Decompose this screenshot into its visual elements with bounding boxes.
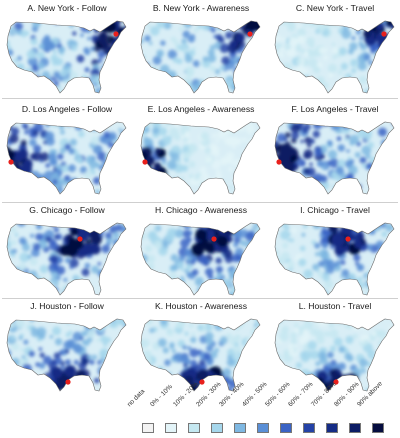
- legend-swatch: [303, 423, 315, 433]
- map-panel-title: D. Los Angeles - Follow: [21, 104, 113, 114]
- us-heat-map: [274, 121, 395, 195]
- legend-swatch: [280, 423, 292, 433]
- map-panel-title: B. New York - Awareness: [152, 3, 250, 13]
- city-marker: [211, 236, 217, 242]
- legend-swatch: [257, 423, 269, 433]
- map-panel-title: J. Houston - Follow: [30, 301, 104, 311]
- map-panel: F. Los Angeles - Travel: [270, 103, 400, 208]
- us-heat-map: [274, 318, 395, 392]
- map-panel-title: K. Houston - Awareness: [154, 301, 248, 311]
- row-divider: [2, 98, 398, 99]
- us-heat-map: [274, 20, 395, 94]
- legend-item: 60% - 70%: [287, 380, 321, 436]
- legend-swatch: [188, 423, 200, 433]
- map-panel-title: I. Chicago - Travel: [300, 205, 370, 215]
- map-panel: L. Houston - Travel: [270, 300, 400, 405]
- map-panel: C. New York - Travel: [270, 2, 400, 107]
- legend: no data 0% - 10% 10% - 20% 20% - 30% 30% - 4…: [126, 380, 398, 436]
- map-panel-title: A. New York - Follow: [27, 3, 107, 13]
- city-marker: [381, 31, 387, 37]
- city-marker: [142, 159, 148, 165]
- us-heat-map: [6, 20, 127, 94]
- map-panel-title: H. Chicago - Awareness: [154, 205, 248, 215]
- city-marker: [113, 31, 119, 37]
- map-panel-title: E. Los Angeles - Awareness: [147, 104, 255, 114]
- legend-swatch: [326, 423, 338, 433]
- row-divider: [2, 202, 398, 203]
- legend-swatch: [349, 423, 361, 433]
- city-marker: [276, 159, 282, 165]
- legend-swatch: [234, 423, 246, 433]
- legend-item: no data: [126, 380, 160, 436]
- us-heat-map: [140, 20, 261, 94]
- legend-item: 20% - 30%: [195, 380, 229, 436]
- legend-item: 90% above: [356, 380, 390, 436]
- us-heat-map: [6, 121, 127, 195]
- city-marker: [8, 159, 14, 165]
- us-heat-map: [6, 222, 127, 296]
- us-heat-map: [140, 121, 261, 195]
- map-panel: D. Los Angeles - Follow: [2, 103, 132, 208]
- map-panel-title: C. New York - Travel: [295, 3, 375, 13]
- map-panel: J. Houston - Follow: [2, 300, 132, 405]
- legend-item: 50% - 60%: [264, 380, 298, 436]
- us-heat-map: [274, 222, 395, 296]
- legend-swatch: [165, 423, 177, 433]
- legend-item: 10% - 20%: [172, 380, 206, 436]
- city-marker: [333, 379, 339, 385]
- legend-item: 30% - 40%: [218, 380, 252, 436]
- legend-swatch: [372, 423, 384, 433]
- row-divider: [2, 298, 398, 299]
- legend-swatch: [142, 423, 154, 433]
- city-marker: [65, 379, 71, 385]
- map-panel: E. Los Angeles - Awareness: [136, 103, 266, 208]
- map-panel-title: G. Chicago - Follow: [29, 205, 105, 215]
- map-panel: I. Chicago - Travel: [270, 204, 400, 309]
- city-marker: [345, 236, 351, 242]
- map-panel: A. New York - Follow: [2, 2, 132, 107]
- legend-item: 0% - 10%: [149, 380, 183, 436]
- city-marker: [247, 31, 253, 37]
- legend-item: 40% - 50%: [241, 380, 275, 436]
- legend-item: 80% - 90%: [333, 380, 367, 436]
- map-panel: H. Chicago - Awareness: [136, 204, 266, 309]
- us-heat-map: [6, 318, 127, 392]
- us-heat-map: [140, 318, 261, 392]
- legend-swatch: [211, 423, 223, 433]
- map-panel: G. Chicago - Follow: [2, 204, 132, 309]
- legend-item: 70% - 80%: [310, 380, 344, 436]
- map-panel-title: L. Houston - Travel: [298, 301, 372, 311]
- us-outline: [7, 319, 126, 391]
- city-marker: [199, 379, 205, 385]
- city-marker: [77, 236, 83, 242]
- map-panel: K. Houston - Awareness: [136, 300, 266, 405]
- map-panel-title: F. Los Angeles - Travel: [291, 104, 379, 114]
- us-heat-map: [140, 222, 261, 296]
- map-panel: B. New York - Awareness: [136, 2, 266, 107]
